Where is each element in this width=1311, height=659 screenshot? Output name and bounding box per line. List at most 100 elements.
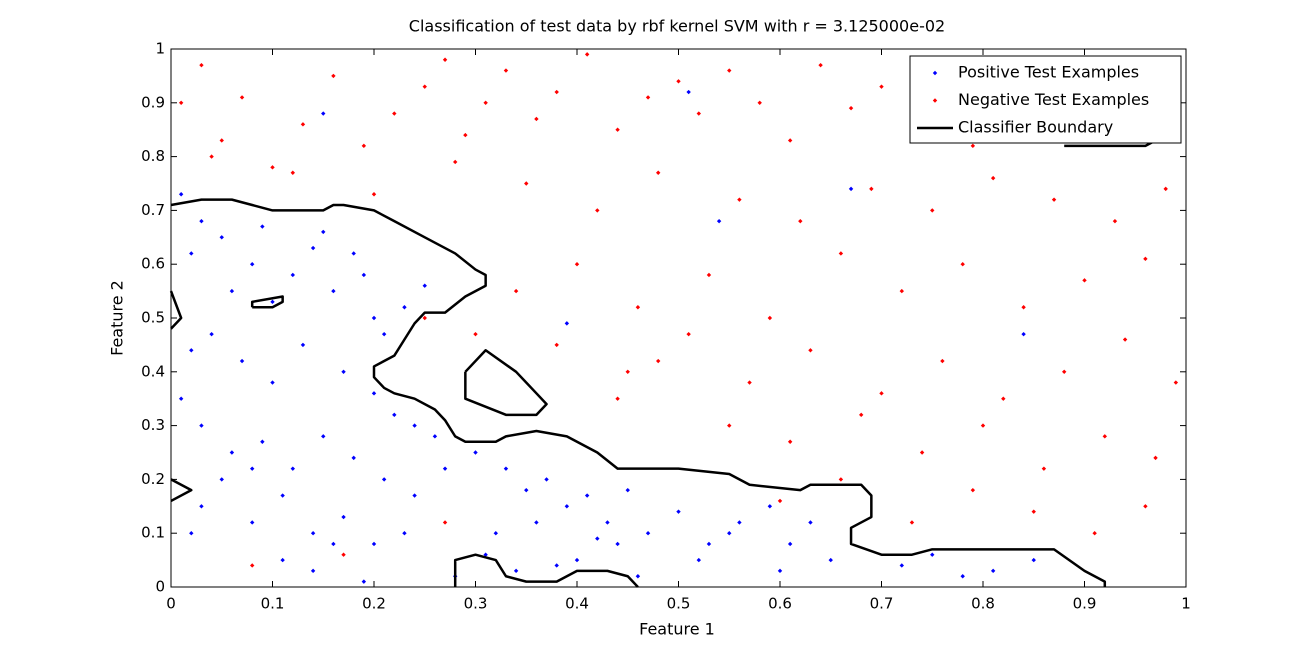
point: [767, 315, 773, 321]
point: [595, 208, 600, 213]
point: [1112, 218, 1118, 224]
point: [463, 132, 468, 138]
point: [767, 504, 773, 509]
point: [1001, 396, 1006, 401]
x-tick-label: 1: [1181, 595, 1191, 613]
point: [625, 487, 630, 493]
point: [178, 100, 184, 105]
point: [432, 434, 438, 439]
legend-marker: [932, 98, 938, 103]
point: [199, 218, 204, 224]
y-tick-label: 0.1: [141, 524, 165, 542]
point: [412, 423, 417, 428]
point: [757, 100, 762, 105]
point: [828, 557, 833, 563]
point: [534, 116, 539, 122]
point: [747, 380, 752, 385]
point: [371, 192, 377, 197]
point: [940, 358, 945, 364]
point: [280, 493, 285, 498]
point: [250, 262, 255, 267]
point: [879, 84, 884, 89]
point: [270, 165, 275, 170]
point: [1041, 466, 1047, 471]
point: [402, 305, 407, 310]
point: [483, 100, 488, 105]
point: [848, 105, 854, 111]
y-tick-label: 0.8: [141, 147, 165, 165]
point: [1163, 186, 1168, 192]
x-tick-label: 0.9: [1073, 595, 1097, 613]
point: [859, 412, 864, 418]
point: [1102, 434, 1107, 439]
point: [645, 531, 651, 536]
point: [1051, 197, 1057, 202]
point: [787, 138, 793, 143]
point: [574, 262, 580, 267]
point: [371, 315, 377, 321]
point: [990, 568, 996, 574]
point: [909, 520, 915, 525]
point: [798, 218, 803, 224]
point: [300, 122, 306, 127]
point: [574, 557, 580, 563]
point: [615, 541, 620, 547]
point: [422, 283, 427, 288]
point: [1031, 557, 1036, 563]
point: [869, 186, 874, 192]
point: [524, 487, 529, 493]
legend-label: Positive Test Examples: [958, 63, 1139, 82]
point: [534, 520, 539, 525]
point: [564, 321, 570, 326]
point: [696, 111, 701, 116]
point: [1031, 509, 1036, 514]
point: [584, 493, 590, 498]
point: [960, 262, 965, 267]
point: [686, 331, 691, 337]
point: [1021, 331, 1026, 337]
point: [361, 272, 367, 278]
x-axis-label: Feature 1: [639, 620, 715, 639]
point: [1153, 455, 1158, 461]
point: [442, 520, 448, 525]
point: [199, 62, 204, 68]
point: [960, 574, 965, 579]
point: [777, 568, 783, 574]
point: [270, 380, 275, 385]
point: [696, 557, 701, 563]
point: [615, 127, 620, 132]
point: [676, 509, 681, 514]
point: [970, 143, 976, 149]
y-tick-label: 0.7: [141, 201, 165, 219]
point: [990, 175, 996, 181]
point: [250, 520, 255, 525]
point: [250, 466, 255, 471]
y-tick-label: 0.9: [141, 93, 165, 111]
point: [605, 520, 610, 525]
point: [808, 348, 813, 353]
point: [503, 68, 509, 73]
point: [361, 143, 367, 149]
point: [473, 331, 478, 337]
point: [351, 251, 356, 256]
point: [300, 342, 306, 348]
point: [564, 504, 570, 509]
point: [199, 504, 204, 509]
point: [341, 552, 346, 557]
point: [392, 412, 397, 418]
point: [595, 536, 600, 541]
x-tick-label: 0.7: [870, 595, 894, 613]
point: [513, 288, 519, 294]
legend-label: Classifier Boundary: [958, 118, 1113, 137]
point: [310, 568, 316, 574]
point: [331, 288, 336, 294]
point: [676, 79, 681, 84]
point: [656, 358, 661, 364]
point: [310, 531, 316, 536]
point: [392, 111, 397, 116]
point: [584, 52, 590, 57]
point: [554, 89, 559, 95]
point: [1143, 504, 1148, 509]
point: [453, 159, 458, 165]
